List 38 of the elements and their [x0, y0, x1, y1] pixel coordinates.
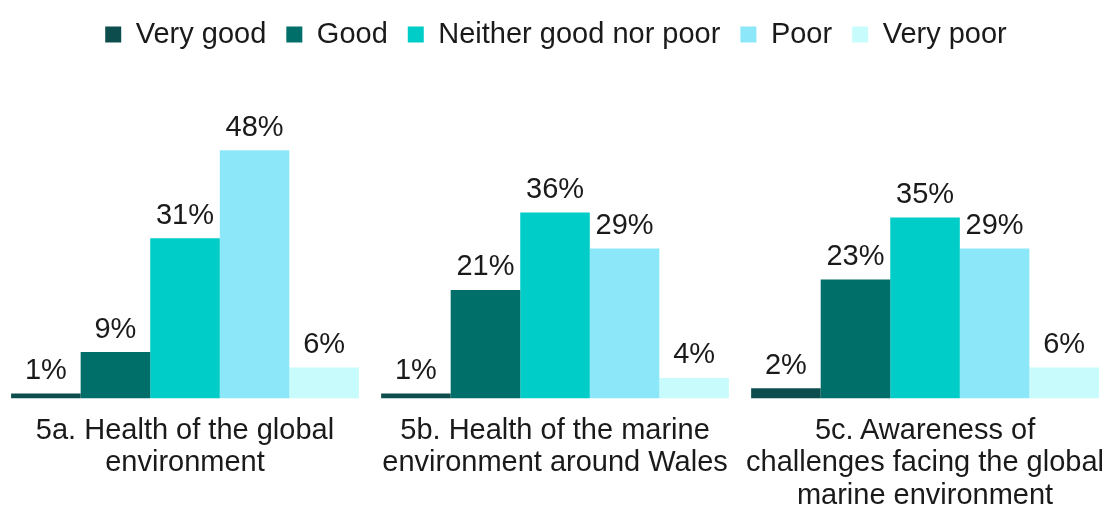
legend-label: Good — [316, 16, 388, 49]
bar — [751, 388, 821, 399]
bar — [659, 377, 729, 399]
bar — [11, 393, 81, 399]
data-label: 21% — [456, 249, 515, 282]
bar — [450, 289, 521, 399]
data-label: 4% — [673, 337, 716, 370]
x-tick-label: 5a. Health of the global environment — [35, 412, 335, 478]
data-label: 9% — [94, 311, 137, 344]
legend-label: Very poor — [882, 16, 1008, 49]
legend-label: Neither good nor poor — [438, 16, 721, 49]
bar — [289, 367, 359, 399]
x-tick-label: 5b. Health of the marine environment around Wales — [382, 412, 728, 478]
bar — [520, 212, 590, 399]
bar — [80, 352, 151, 399]
x-tick-label: 5c. Awareness of challenges facing the global marine environment — [746, 412, 1105, 510]
data-label: 31% — [155, 197, 215, 230]
data-label: 2% — [764, 347, 807, 380]
data-label: 6% — [1043, 327, 1086, 360]
bar — [589, 248, 660, 399]
data-label: 48% — [225, 109, 284, 142]
data-label: 35% — [896, 177, 955, 210]
bar — [381, 393, 451, 399]
data-label: 36% — [526, 171, 585, 204]
data-label: 29% — [595, 208, 654, 241]
bar — [150, 238, 220, 399]
bar — [219, 150, 290, 399]
bar — [1029, 367, 1099, 399]
legend-label: Poor — [770, 16, 833, 49]
data-label: 1% — [24, 352, 67, 385]
data-label: 1% — [394, 352, 437, 385]
bar — [959, 248, 1030, 399]
data-label: 29% — [965, 208, 1024, 241]
data-label: 23% — [826, 239, 885, 272]
data-label: 6% — [303, 327, 346, 360]
bar — [890, 217, 960, 399]
bar — [820, 279, 891, 399]
legend-label: Very good — [135, 16, 267, 49]
